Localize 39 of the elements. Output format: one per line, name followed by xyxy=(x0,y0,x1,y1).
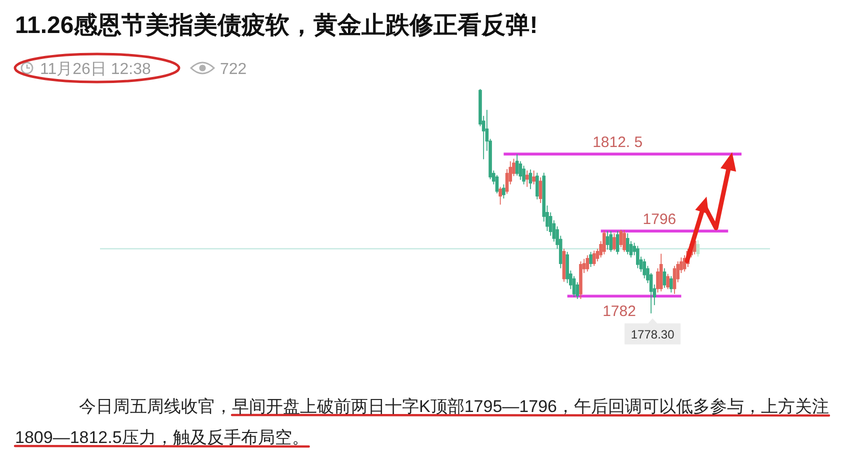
annotation: 1796 xyxy=(642,211,676,228)
text: 今日周五周线收官，早间开盘上破前两日十字K顶部1795—1796，午后回调可以低多参与，上方关注1809—1812.5压力，触及反手布局空。 xyxy=(15,396,830,449)
candlestick xyxy=(589,251,592,268)
candlestick xyxy=(672,265,676,294)
candlestick xyxy=(666,273,670,290)
candlestick xyxy=(502,184,506,199)
candlestick xyxy=(602,230,606,255)
candlestick xyxy=(670,276,673,293)
candlestick xyxy=(562,248,566,282)
annotation: 1812. 5 xyxy=(592,134,643,152)
chart-subtitle: 11月26日 12:38 xyxy=(40,61,151,78)
candlestick xyxy=(515,154,519,176)
candlestick xyxy=(616,230,620,255)
candlestick xyxy=(662,268,666,288)
candlestick xyxy=(659,253,663,292)
candlestick xyxy=(525,170,529,188)
candlestick xyxy=(522,165,526,185)
candlestick xyxy=(609,230,613,252)
candlestick xyxy=(536,172,539,200)
candlestick xyxy=(636,245,640,269)
candlestick xyxy=(579,260,582,300)
candlestick xyxy=(612,232,616,252)
candlestick xyxy=(532,170,536,185)
candlestick xyxy=(538,176,542,204)
candlestick xyxy=(626,232,630,255)
candlestick xyxy=(495,174,499,194)
candlestick xyxy=(622,230,626,252)
candlestick xyxy=(586,254,590,272)
annotation: 1778.30 xyxy=(630,327,675,342)
candlestick xyxy=(498,186,502,206)
annotation: 1782 xyxy=(602,303,636,320)
chart-title: 11.26感恩节美指美债疲软，黄金止跌修正看反弹! xyxy=(15,11,538,41)
text: 722 xyxy=(220,61,247,78)
candlestick xyxy=(619,229,623,248)
candlestick xyxy=(528,169,532,190)
candlestick xyxy=(606,230,610,250)
candlestick xyxy=(696,240,700,258)
candlestick xyxy=(592,250,596,266)
candlestick xyxy=(642,258,646,279)
